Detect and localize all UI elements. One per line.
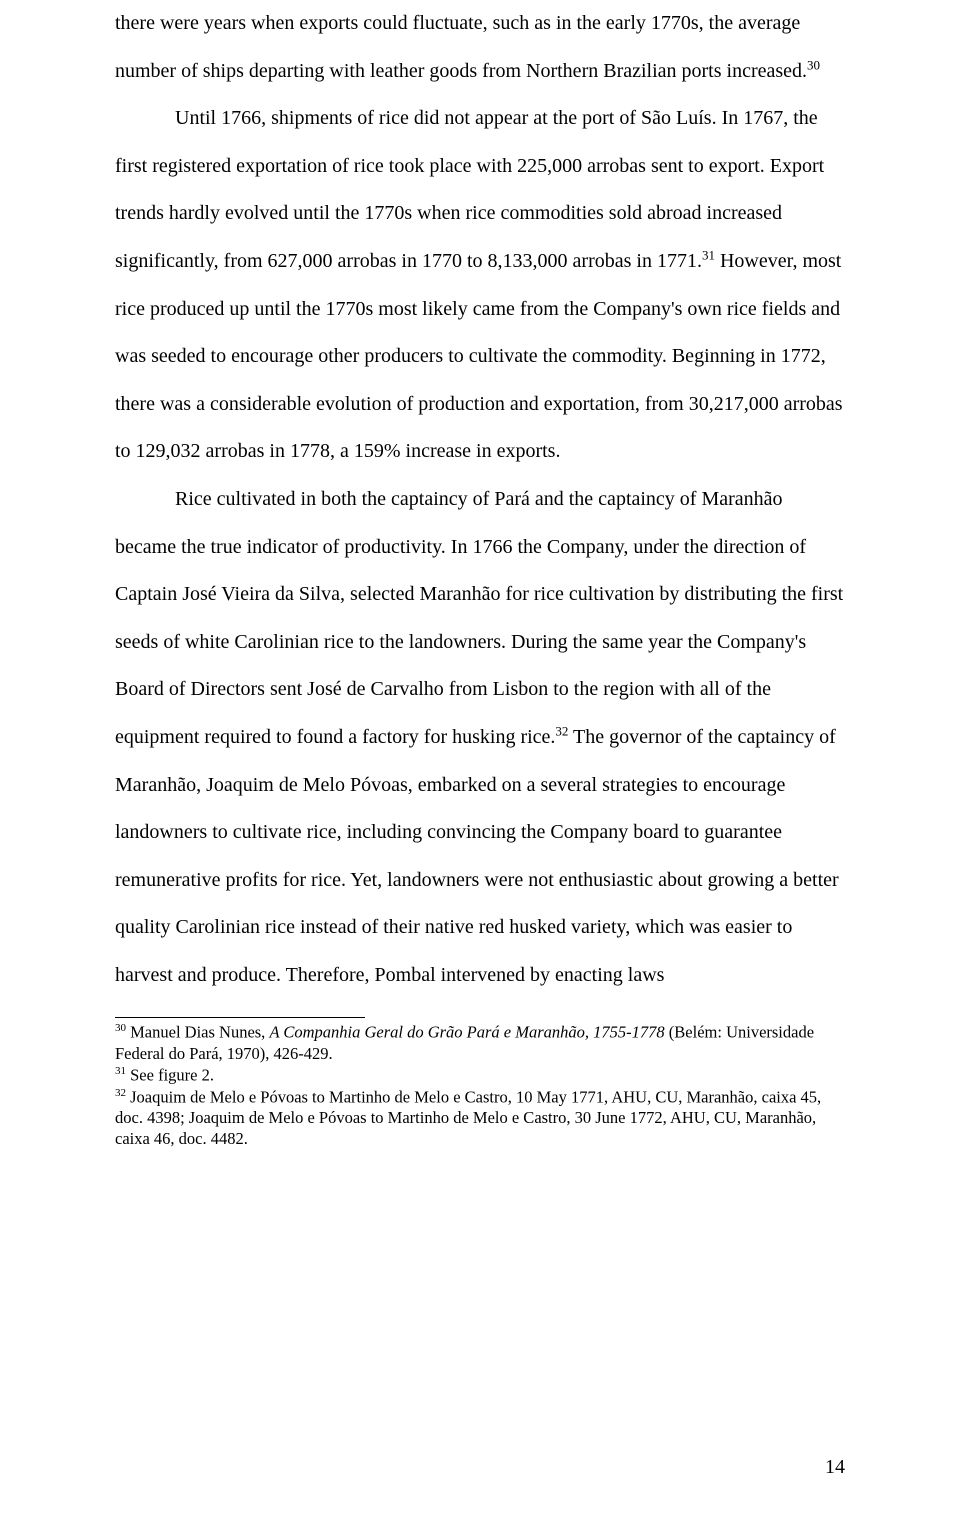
paragraph-2-text-a: Until 1766, shipments of rice did not ap… [115, 107, 824, 272]
page-number: 14 [825, 1456, 845, 1479]
footnote-italic: A Companhia Geral do Grão Pará e Maranhã… [269, 1023, 664, 1042]
paragraph-3-text-a: Rice cultivated in both the captaincy of… [115, 488, 843, 748]
footnote-31: 31 See figure 2. [115, 1065, 845, 1086]
footnote-ref-30: 30 [807, 57, 820, 72]
body-text-block: there were years when exports could fluc… [115, 0, 845, 999]
paragraph-1-text: there were years when exports could fluc… [115, 12, 807, 82]
paragraph-2-text-b: However, most rice produced up until the… [115, 250, 843, 462]
footnote-text: Joaquim de Melo e Póvoas to Martinho de … [115, 1088, 821, 1148]
footnote-text: See figure 2. [126, 1066, 214, 1085]
footnote-separator [115, 1017, 365, 1018]
footnote-number: 32 [115, 1087, 126, 1099]
footnotes-block: 30 Manuel Dias Nunes, A Companhia Geral … [115, 1022, 845, 1149]
footnote-30: 30 Manuel Dias Nunes, A Companhia Geral … [115, 1022, 845, 1064]
paragraph-3-text-b: The governor of the captaincy of Maranhã… [115, 726, 839, 986]
footnote-ref-31: 31 [702, 247, 715, 262]
footnote-ref-32: 32 [555, 723, 568, 738]
footnote-number: 31 [115, 1065, 126, 1077]
footnote-text: Manuel Dias Nunes, [126, 1023, 269, 1042]
footnote-32: 32 Joaquim de Melo e Póvoas to Martinho … [115, 1087, 845, 1149]
footnote-number: 30 [115, 1022, 126, 1034]
page-container: there were years when exports could fluc… [0, 0, 960, 1521]
